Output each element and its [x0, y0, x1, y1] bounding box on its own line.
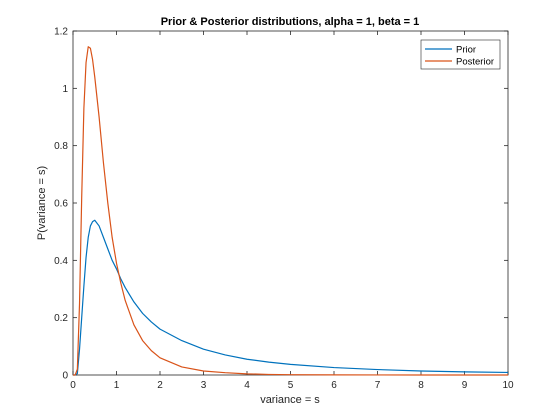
x-tick-label: 2	[157, 380, 163, 391]
y-tick-label: 1	[62, 84, 68, 95]
x-tick-label: 9	[462, 380, 468, 391]
y-tick-label: 0	[62, 371, 68, 382]
x-tick-label: 8	[418, 380, 424, 391]
y-tick-label: 0.4	[54, 256, 68, 267]
axes-box	[72, 30, 509, 376]
legend: Prior Posterior	[420, 39, 501, 70]
x-tick-label: 3	[201, 380, 207, 391]
x-tick-label: 1	[114, 380, 120, 391]
x-tick-label: 5	[288, 380, 294, 391]
chart-title: Prior & Posterior distributions, alpha =…	[161, 16, 420, 28]
series-lines	[73, 46, 509, 376]
x-tick-label: 4	[244, 380, 250, 391]
x-axis-label: variance = s	[260, 394, 320, 406]
plot-area: 0 1 2 3 4 5 6 7 8 9 10 0 0.2 0.4 0.6 0.8 1 1.2	[54, 27, 514, 392]
x-tick-label: 6	[331, 380, 337, 391]
x-tick-label: 0	[70, 380, 76, 391]
legend-label-prior: Prior	[456, 45, 476, 56]
y-tick-label: 0.2	[54, 313, 68, 324]
x-tick-label: 10	[502, 380, 514, 391]
y-axis-label: P(variance = s)	[36, 166, 48, 240]
series-line-prior	[73, 219, 509, 376]
legend-label-posterior: Posterior	[456, 57, 494, 68]
y-tick-label: 0.8	[54, 141, 68, 152]
series-line-posterior	[73, 46, 508, 376]
x-tick-label: 7	[375, 380, 381, 391]
legend-box	[420, 39, 501, 70]
y-tick-label: 1.2	[54, 27, 68, 38]
y-tick-label: 0.6	[54, 199, 68, 210]
